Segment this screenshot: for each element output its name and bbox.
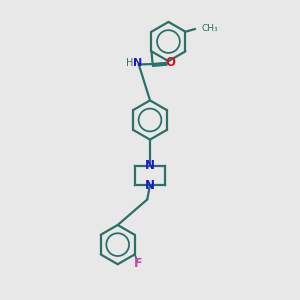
Text: CH₃: CH₃ [202, 25, 218, 34]
Text: O: O [166, 56, 176, 69]
Text: H: H [126, 58, 134, 68]
Text: N: N [133, 58, 142, 68]
Text: N: N [145, 179, 155, 192]
Text: F: F [134, 257, 142, 270]
Text: N: N [145, 159, 155, 172]
